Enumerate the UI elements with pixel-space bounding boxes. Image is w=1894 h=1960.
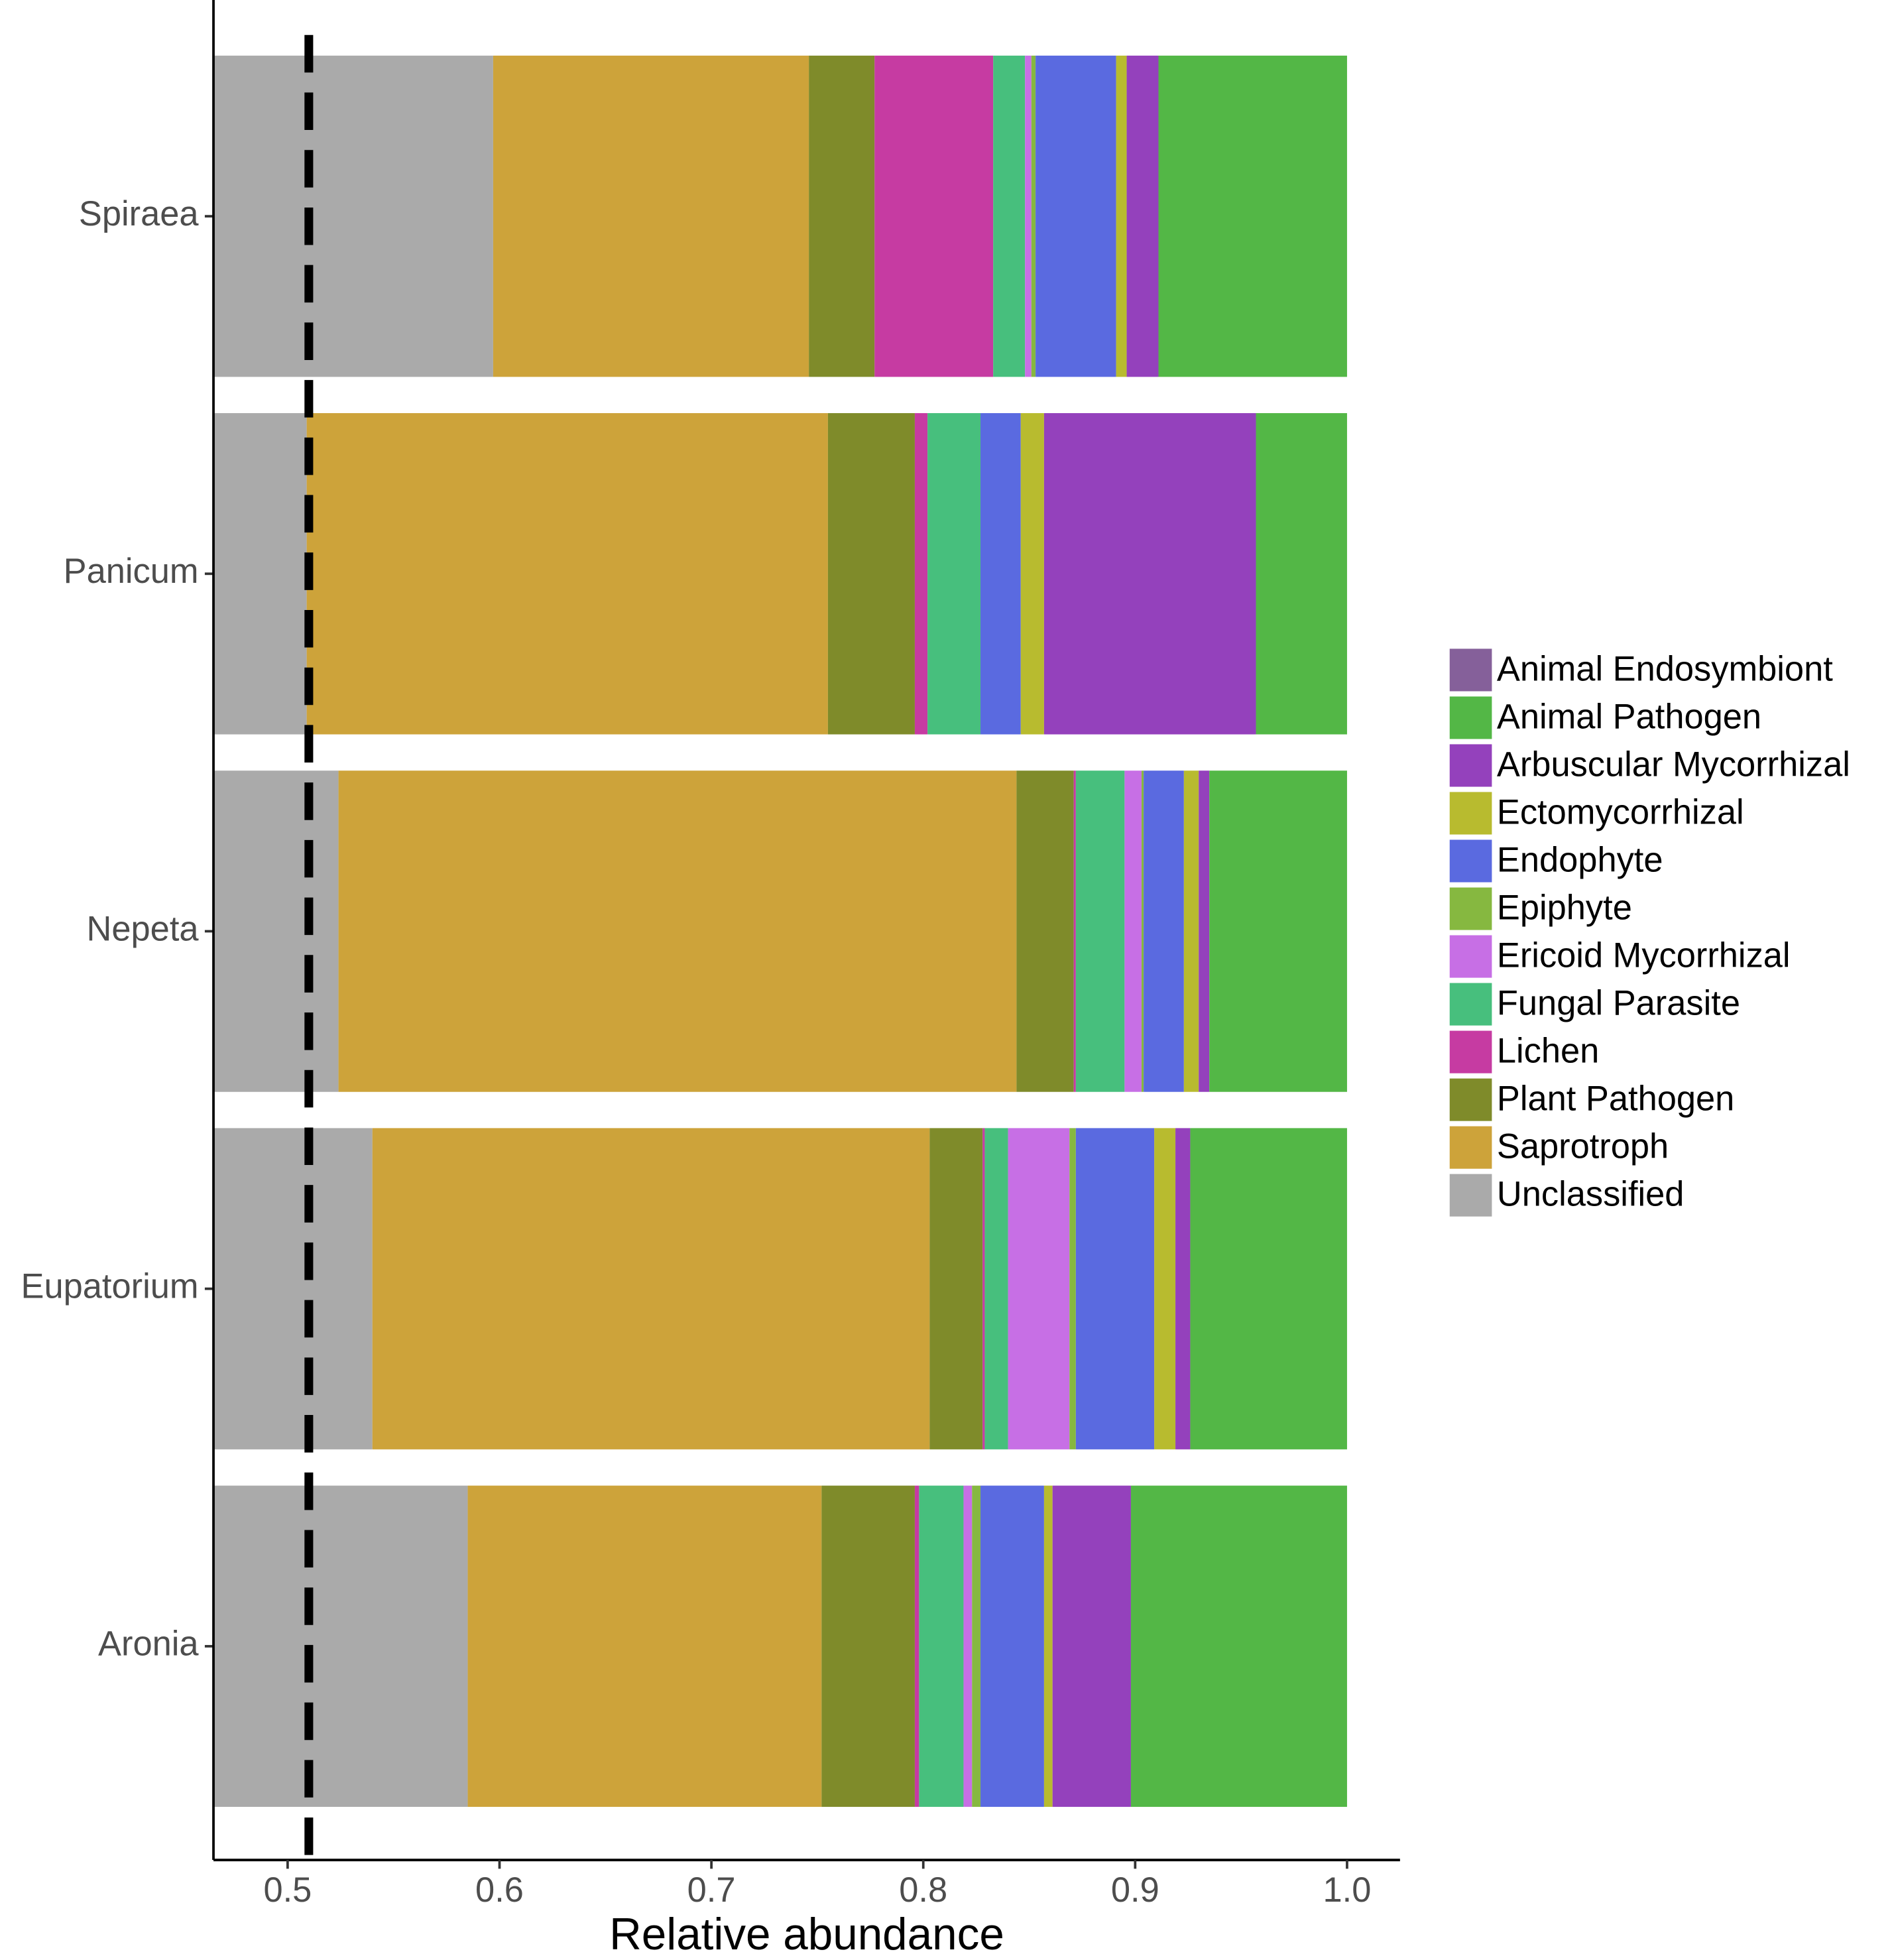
plot-area	[213, 55, 1347, 1807]
bar-segment	[1036, 55, 1116, 377]
legend-swatch	[1449, 983, 1492, 1026]
bar-segment	[1043, 1485, 1053, 1807]
legend-swatch	[1449, 648, 1492, 692]
legend-swatch	[1449, 887, 1492, 930]
bar-segment	[980, 413, 1021, 735]
bar-segment	[1043, 413, 1256, 735]
legend-swatch	[1449, 1078, 1492, 1121]
bar-segment	[1124, 770, 1142, 1092]
legend-swatch	[1449, 935, 1492, 978]
bar-segment	[1025, 55, 1032, 377]
bar-segment	[1069, 1128, 1076, 1449]
bar-segment	[338, 770, 1017, 1092]
x-tick-label: 0.7	[687, 1870, 736, 1910]
legend-label: Saprotroph	[1497, 1127, 1669, 1166]
bar-segment	[919, 1485, 964, 1807]
y-tick-label: Panicum	[64, 552, 199, 591]
bar-segment	[963, 1485, 973, 1807]
legend-swatch	[1449, 696, 1492, 739]
legend-label: Arbuscular Mycorrhizal	[1497, 745, 1850, 784]
legend-label: Unclassified	[1497, 1174, 1685, 1213]
legend-label: Epiphyte	[1497, 888, 1632, 927]
bar-segment	[914, 1485, 919, 1807]
bar-segment	[1141, 770, 1144, 1092]
bar-segment	[1144, 770, 1184, 1092]
x-tick-label: 0.8	[899, 1870, 947, 1910]
legend-label: Animal Endosymbiont	[1497, 649, 1833, 688]
bar-segment	[1116, 55, 1127, 377]
legend-swatch	[1449, 1126, 1492, 1169]
bar-segment	[1154, 1128, 1176, 1449]
bar-segment	[1031, 55, 1036, 377]
bar-segment	[972, 1485, 981, 1807]
bar-segment	[1199, 770, 1210, 1092]
x-tick-label: 0.6	[475, 1870, 524, 1910]
bar-segment	[1016, 770, 1074, 1092]
y-tick-label: Nepeta	[87, 909, 200, 948]
bar-segment	[984, 1128, 1008, 1449]
bar-segment	[927, 413, 981, 735]
bar-segment	[1052, 1485, 1131, 1807]
legend-label: Lichen	[1497, 1031, 1599, 1070]
legend-swatch	[1449, 839, 1492, 883]
bar-segment	[1130, 1485, 1347, 1807]
legend-swatch	[1449, 792, 1492, 835]
bar-segment	[821, 1485, 915, 1807]
legend-label: Plant Pathogen	[1497, 1079, 1734, 1118]
x-tick-label: 0.5	[263, 1870, 312, 1910]
x-tick-label: 0.9	[1111, 1870, 1159, 1910]
bar-segment	[1075, 770, 1125, 1092]
bar-segment	[213, 413, 307, 735]
legend-swatch	[1449, 1030, 1492, 1073]
bar-segment	[827, 413, 915, 735]
legend-label: Animal Pathogen	[1497, 697, 1761, 736]
legend-label: Fungal Parasite	[1497, 983, 1740, 1022]
x-tick-label: 1.0	[1323, 1870, 1372, 1910]
y-tick-label: Aronia	[98, 1624, 199, 1664]
bar-segment	[493, 55, 809, 377]
bar-segment	[213, 770, 339, 1092]
bar-segment	[213, 55, 493, 377]
bar-segment	[1020, 413, 1044, 735]
bar-segment	[874, 55, 994, 377]
y-tick-label: Spiraea	[79, 194, 199, 233]
bar-segment	[929, 1128, 983, 1449]
bar-segment	[1075, 1128, 1155, 1449]
legend-swatch	[1449, 1174, 1492, 1217]
x-axis-title: Relative abundance	[609, 1910, 1004, 1959]
bar-segment	[213, 1128, 373, 1449]
y-tick-label: Eupatorium	[21, 1266, 199, 1306]
bar-segment	[993, 55, 1026, 377]
legend-label: Ericoid Mycorrhizal	[1497, 936, 1791, 975]
bar-segment	[1073, 770, 1076, 1092]
bar-segment	[1190, 1128, 1347, 1449]
bar-segment	[1175, 1128, 1191, 1449]
legend-label: Ectomycorrhizal	[1497, 792, 1744, 831]
bar-segment	[1126, 55, 1159, 377]
bar-segment	[1158, 55, 1347, 377]
bar-segment	[980, 1485, 1044, 1807]
bar-segment	[1008, 1128, 1070, 1449]
bar-segment	[467, 1485, 822, 1807]
bar-segment	[1209, 770, 1347, 1092]
bar-segment	[1256, 413, 1347, 735]
legend-swatch	[1449, 744, 1492, 787]
bar-segment	[914, 413, 928, 735]
bar-segment	[1183, 770, 1199, 1092]
legend-label: Endophyte	[1497, 840, 1663, 879]
bar-segment	[982, 1128, 985, 1449]
bar-segment	[372, 1128, 930, 1449]
bar-segment	[809, 55, 875, 377]
bar-segment	[306, 413, 828, 735]
bar-segment	[213, 1485, 468, 1807]
